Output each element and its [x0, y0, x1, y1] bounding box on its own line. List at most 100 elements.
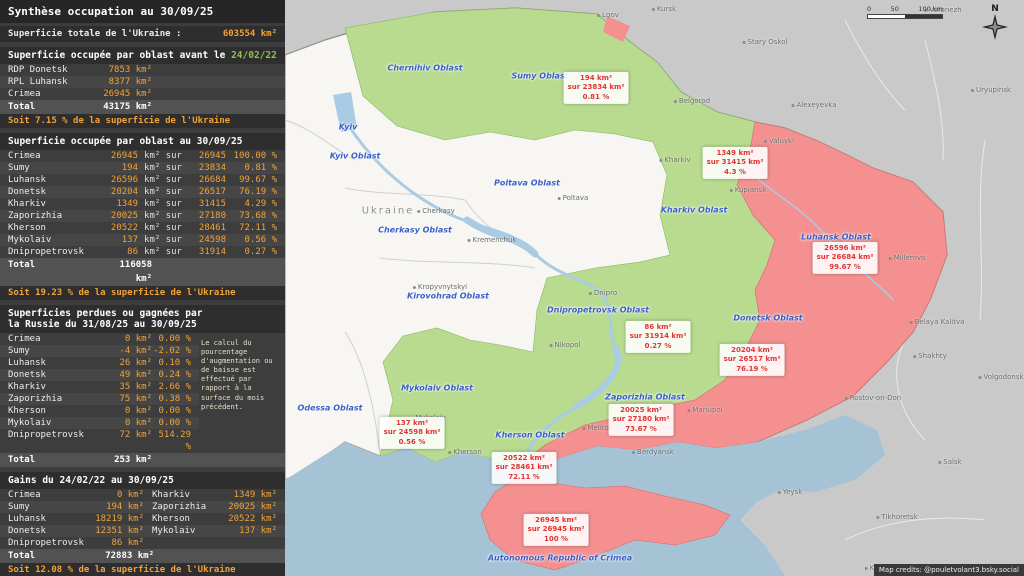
percentage-value: 4.29 % [244, 199, 277, 209]
gain-value: 0 km² [116, 490, 144, 500]
total-area-value: 603554 km² [222, 29, 277, 39]
change-value: -4 km² [119, 346, 152, 356]
callout-area: 26596 km² [824, 243, 866, 252]
table-row: Zaporizhia 75 km² 0.38 % [0, 393, 199, 405]
occupied-value: 26596 [110, 175, 138, 185]
table-row: RPL Luhansk 8377 km² [0, 76, 285, 88]
occupied-value: 194 [121, 163, 138, 173]
oblast-total-value: 26684 [198, 175, 226, 185]
change-value: 49 km² [119, 370, 152, 380]
table-row: Zaporizhia 20025 km² sur 27180 73.68 % [0, 210, 285, 222]
callout-percentage: 76.19 % [736, 364, 768, 373]
occupation-callout: 26596 km² sur 26684 km² 99.67 % [812, 241, 878, 275]
area-value: 7853 km² [108, 65, 152, 75]
gain-value [222, 537, 277, 549]
unit-label: km² sur [144, 235, 182, 245]
callout-area: 1349 km² [716, 148, 754, 157]
gain-value: 86 km² [111, 538, 144, 548]
section-gains: Gains du 24/02/22 au 30/09/25 Crimea 0 k… [0, 472, 285, 576]
oblast-name: Sumy [8, 502, 30, 512]
table-row: Dnipropetrovsk 86 km² [0, 537, 285, 549]
table-row: Donetsk 12351 km² Mykolaiv 137 km² [0, 525, 285, 537]
occupation-callout: 194 km² sur 23834 km² 0.81 % [563, 71, 629, 105]
change-value: 35 km² [119, 382, 152, 392]
oblast-name: RDP Donetsk [8, 65, 68, 75]
oblast-total-value: 26517 [198, 187, 226, 197]
percentage-value: 99.67 % [239, 175, 277, 185]
current-table: Crimea 26945 km² sur 26945 100.00 % Sumy… [0, 150, 285, 258]
oblast-name: Sumy [8, 346, 30, 356]
section-current-header: Superficie occupée par oblast au 30/09/2… [0, 133, 285, 150]
callout-percentage: 100 % [543, 534, 569, 543]
callout-total: sur 31415 km² [706, 158, 764, 167]
oblast-name: Dnipropetrovsk [8, 247, 84, 257]
before-percentage-note: Soit 7.15 % de la superficie de l'Ukrain… [0, 114, 285, 128]
oblast-name: Luhansk [8, 358, 46, 368]
oblast-name: Kherson [8, 406, 46, 416]
gain-value: 20522 km² [228, 514, 277, 524]
change-percentage: 0.00 % [158, 406, 191, 416]
change-value: 26 km² [119, 358, 152, 368]
change-percentage: -2.02 % [153, 346, 191, 356]
oblast-name: Luhansk [8, 175, 46, 185]
occupation-callout: 1349 km² sur 31415 km² 4.3 % [702, 146, 768, 180]
percentage-value: 0.81 % [244, 163, 277, 173]
gain-value: 18219 km² [95, 514, 144, 524]
oblast-total-value: 28461 [198, 223, 226, 233]
oblast-name: Kherson [152, 514, 190, 524]
oblast-name: Dnipropetrovsk [8, 538, 84, 548]
oblast-total-value: 24598 [198, 235, 226, 245]
oblast-name: Mykolaiv [152, 526, 196, 536]
oblast-name: Mykolaiv [8, 235, 52, 245]
oblast-name: Mykolaiv [8, 418, 52, 428]
gain-value: 20025 km² [228, 502, 277, 512]
current-total-row: Total 116058 km² [0, 258, 285, 286]
table-row: Luhansk 26596 km² sur 26684 99.67 % [0, 174, 285, 186]
oblast-name: Luhansk [8, 514, 46, 524]
unit-label: km² sur [144, 223, 182, 233]
occupied-value: 20025 [110, 211, 138, 221]
table-row: Luhansk 18219 km² Kherson 20522 km² [0, 513, 285, 525]
percentage-value: 76.19 % [239, 187, 277, 197]
callout-total: sur 26517 km² [723, 355, 781, 364]
section-gains-header: Gains du 24/02/22 au 30/09/25 [0, 472, 285, 489]
scale-tick-100: 100 km [918, 5, 943, 13]
callout-total: sur 24598 km² [383, 428, 441, 437]
oblast-name: RPL Luhansk [8, 77, 68, 87]
callout-total: sur 26684 km² [816, 253, 874, 262]
gains-total-row: Total 72883 km² [0, 549, 285, 563]
callout-percentage: 4.3 % [724, 167, 746, 176]
table-row: Kharkiv 35 km² 2.66 % [0, 381, 199, 393]
oblast-name: Dnipropetrovsk [8, 430, 84, 440]
gain-value: 12351 km² [95, 526, 144, 536]
oblast-name: Kharkiv [8, 199, 46, 209]
unit-label: km² sur [144, 175, 182, 185]
callout-area: 20204 km² [731, 345, 773, 354]
callout-area: 194 km² [579, 73, 613, 82]
change-value: 0 km² [124, 406, 152, 416]
callout-percentage: 73.67 % [625, 424, 657, 433]
occupied-value: 20204 [110, 187, 138, 197]
change-value: 75 km² [119, 394, 152, 404]
section-monthly-header: Superficies perdues ou gagnées par la Ru… [0, 305, 285, 333]
callout-total: sur 31914 km² [629, 332, 687, 341]
crimea-shape [480, 475, 731, 571]
change-value: 0 km² [124, 334, 152, 344]
map-credits: Map credits: @pouletvolant3.bsky.social [873, 564, 1024, 576]
table-row: RDP Donetsk 7853 km² [0, 64, 285, 76]
change-value: 72 km² [119, 430, 152, 440]
oblast-name: Crimea [8, 490, 41, 500]
oblast-total-value: 26945 [198, 151, 226, 161]
occupied-value: 86 [127, 247, 138, 257]
oblast-name: Zaporizhia [152, 502, 207, 512]
change-percentage: 0.38 % [158, 394, 191, 404]
table-row: Crimea 26945 km² sur 26945 100.00 % [0, 150, 285, 162]
gains-percentage-note: Soit 12.08 % de la superficie de l'Ukrai… [0, 563, 285, 576]
callout-area: 26945 km² [535, 515, 577, 524]
occupation-callout: 20025 km² sur 27180 km² 73.67 % [608, 403, 674, 437]
table-row: Donetsk 20204 km² sur 26517 76.19 % [0, 186, 285, 198]
panel-title: Synthèse occupation au 30/09/25 [0, 0, 285, 23]
stats-panel: Synthèse occupation au 30/09/25 Superfic… [0, 0, 285, 576]
callout-area: 20025 km² [620, 405, 662, 414]
oblast-name: Crimea [8, 89, 41, 99]
